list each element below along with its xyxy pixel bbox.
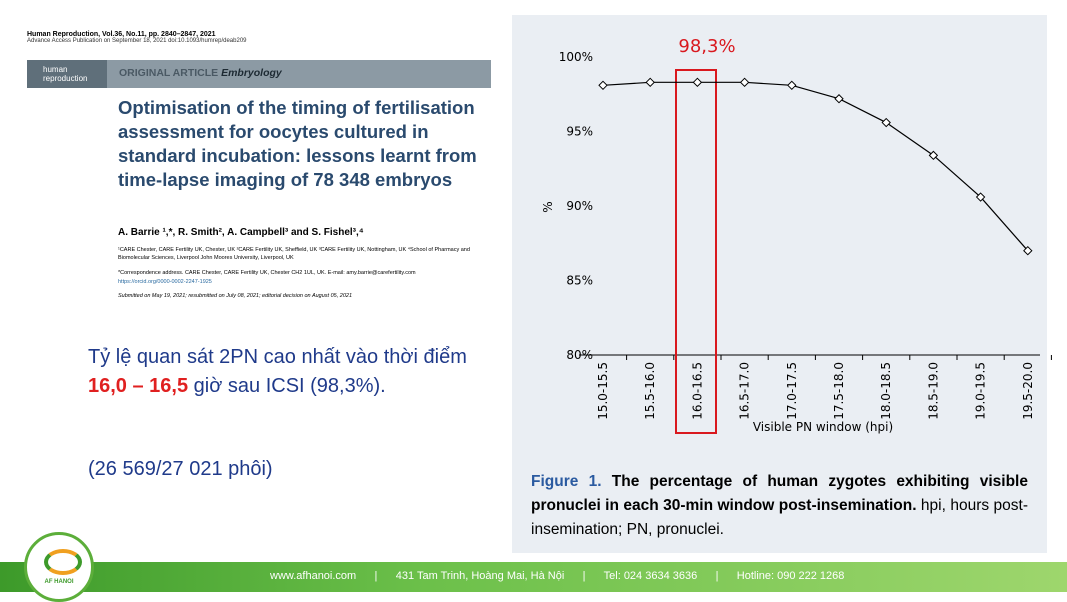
summary-count: (26 569/27 021 phôi) — [88, 458, 273, 480]
marker — [692, 77, 703, 88]
summary: Tỷ lệ quan sát 2PN cao nhất vào thời điể… — [88, 343, 468, 401]
summary-text: Tỷ lệ quan sát 2PN cao nhất vào thời điể… — [88, 346, 467, 368]
caption-label: Figure 1. — [531, 473, 602, 490]
footer-info: www.afhanoi.com | 431 Tam Trinh, Hoàng M… — [270, 570, 845, 582]
y-tick-label: 95% — [566, 125, 593, 139]
marker — [834, 94, 844, 104]
annotation: 98,3% — [678, 36, 735, 57]
caption-bold: The percentage of human zygotes exhibiti… — [531, 473, 1028, 514]
footer-bar — [0, 562, 1067, 592]
x-tick-label: 17.0-17.5 — [785, 362, 799, 420]
section: Embryology — [221, 67, 282, 79]
y-tick-label: 85% — [566, 274, 593, 288]
x-tick-label: 18.0-18.5 — [879, 362, 893, 420]
hotline: Hotline: 090 222 1268 — [736, 570, 845, 582]
x-tick-label: 15.0-15.5 — [596, 362, 610, 420]
x-axis-title: Visible PN window (hpi) — [753, 420, 893, 434]
caption: Figure 1. The percentage of human zygote… — [531, 470, 1028, 542]
brand-1: human — [43, 65, 68, 74]
banner: human reproduction ORIGINAL ARTICLE Embry… — [27, 60, 491, 88]
x-tick-label: 16.0-16.5 — [690, 362, 704, 420]
address: 431 Tam Trinh, Hoàng Mai, Hà Nội — [395, 570, 565, 582]
x-tick-label: 18.5-19.0 — [926, 362, 940, 420]
correspondence: *Correspondence address. CARE Chester, C… — [118, 270, 416, 276]
x-tick-label: 19.5-20.0 — [1021, 362, 1035, 420]
paper-title: Optimisation of the timing of fertilisat… — [118, 97, 477, 190]
summary-highlight: 16,0 – 16,5 — [88, 375, 189, 397]
logo-text: AF HANOI — [44, 579, 74, 585]
article-type: ORIGINAL ARTICLE — [119, 67, 219, 79]
brand: human reproduction — [43, 65, 87, 83]
y-tick-label: 90% — [566, 199, 593, 213]
summary-text: giờ sau ICSI (98,3%). — [188, 375, 386, 397]
line — [602, 81, 1029, 252]
marker — [881, 117, 891, 128]
journal: Human Reproduction, Vol.36, No.11, pp. 2… — [27, 31, 216, 38]
access: Advance Access Publication on September … — [27, 38, 247, 44]
chart-panel — [512, 15, 1047, 553]
marker — [739, 77, 750, 88]
affiliations: ¹CARE Chester, CARE Fertility UK, Cheste… — [118, 247, 470, 261]
brand-2: reproduction — [43, 74, 88, 83]
logo: AF HANOI — [24, 532, 94, 602]
marker — [645, 77, 655, 88]
orcid: https://orcid.org/0000-0002-2247-1925 — [118, 279, 212, 285]
y-axis-title: % — [541, 201, 555, 212]
marker — [787, 80, 797, 91]
caption-text: hpi, hours post-insemination; PN, pronuc… — [531, 497, 1028, 538]
website: www.afhanoi.com — [270, 570, 357, 582]
marker — [598, 80, 608, 91]
submitted: Submitted on May 19, 2021; resubmitted o… — [118, 293, 353, 299]
paper: Human Reproduction, Vol.36, No.11, pp. 2… — [27, 31, 497, 44]
marker — [1023, 245, 1033, 256]
y-tick-label: 100% — [559, 50, 593, 64]
x-tick-label: 15.5-16.0 — [643, 362, 657, 420]
x-tick-label: 16.5-17.0 — [738, 362, 752, 420]
highlight-box — [675, 69, 717, 434]
marker — [928, 150, 939, 161]
marker — [975, 192, 986, 202]
authors: A. Barrie ¹,*, R. Smith², A. Campbell³ a… — [118, 227, 364, 238]
phone: Tel: 024 3634 3636 — [603, 570, 698, 582]
x-tick-label: 19.0-19.5 — [974, 362, 988, 420]
x-tick-label: 17.5-18.0 — [832, 362, 846, 420]
